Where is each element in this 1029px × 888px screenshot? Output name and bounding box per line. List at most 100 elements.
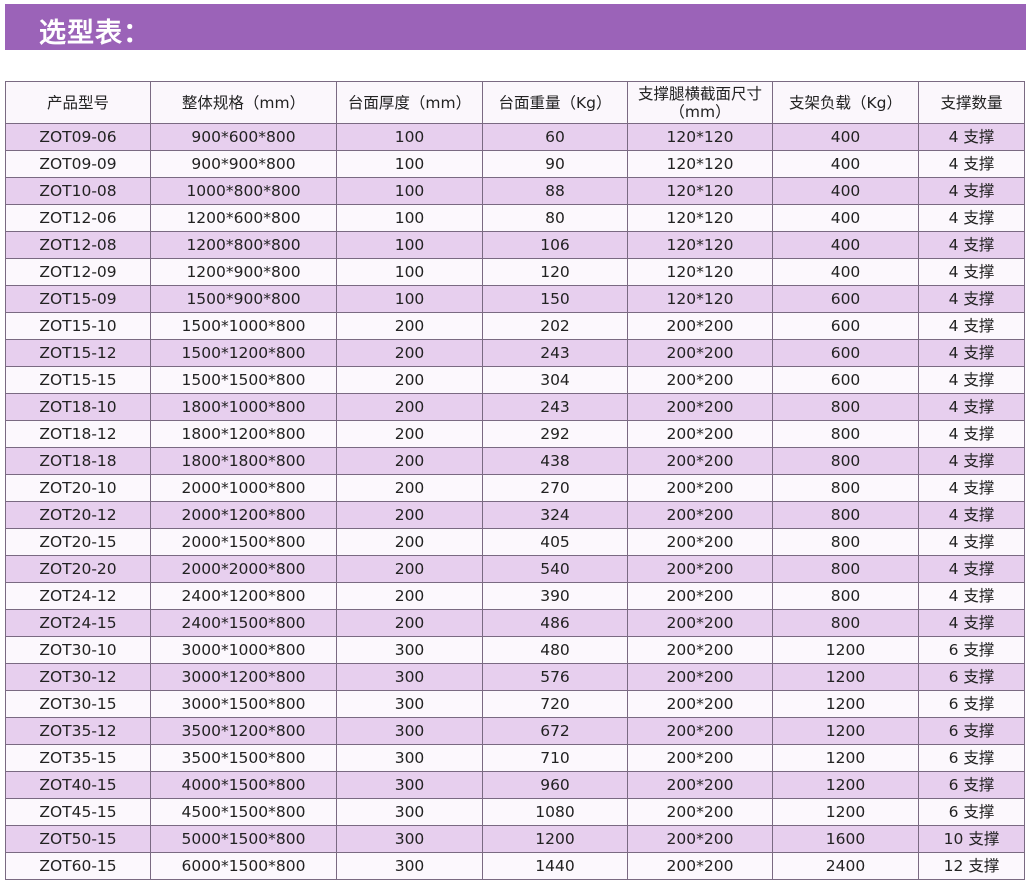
cell-leg-section: 200*200 bbox=[627, 690, 773, 718]
header-leg-section: 支撑腿横截面尺寸（mm） bbox=[627, 81, 773, 124]
cell-overall-size: 1500*900*800 bbox=[150, 285, 337, 313]
table-row: ZOT18-10 1800*1000*800 200 243 200*200 800 4 支… bbox=[5, 393, 1025, 421]
cell-top-weight: 480 bbox=[482, 636, 628, 664]
table-row: ZOT45-15 4500*1500*800 300 1080 200*200 1200 6… bbox=[5, 798, 1025, 826]
cell-leg-section: 200*200 bbox=[627, 393, 773, 421]
cell-frame-load: 1600 bbox=[772, 825, 919, 853]
cell-top-thickness: 300 bbox=[336, 771, 483, 799]
cell-top-thickness: 300 bbox=[336, 825, 483, 853]
cell-frame-load: 600 bbox=[772, 285, 919, 313]
table-row: ZOT09-06 900*600*800 100 60 120*120 400 4 支撑 bbox=[5, 123, 1025, 151]
cell-top-weight: 672 bbox=[482, 717, 628, 745]
cell-top-thickness: 300 bbox=[336, 690, 483, 718]
cell-support-count: 4 支撑 bbox=[918, 150, 1025, 178]
cell-top-thickness: 100 bbox=[336, 150, 483, 178]
cell-support-count: 4 支撑 bbox=[918, 123, 1025, 151]
cell-top-thickness: 100 bbox=[336, 258, 483, 286]
cell-frame-load: 800 bbox=[772, 501, 919, 529]
cell-frame-load: 800 bbox=[772, 420, 919, 448]
cell-top-thickness: 100 bbox=[336, 204, 483, 232]
table-row: ZOT10-08 1000*800*800 100 88 120*120 400 4 支撑 bbox=[5, 177, 1025, 205]
table-row: ZOT30-15 3000*1500*800 300 720 200*200 1200 6 … bbox=[5, 690, 1025, 718]
cell-frame-load: 800 bbox=[772, 528, 919, 556]
cell-top-weight: 540 bbox=[482, 555, 628, 583]
cell-leg-section: 200*200 bbox=[627, 474, 773, 502]
cell-top-thickness: 100 bbox=[336, 177, 483, 205]
table-row: ZOT20-20 2000*2000*800 200 540 200*200 800 4 支… bbox=[5, 555, 1025, 583]
cell-leg-section: 120*120 bbox=[627, 150, 773, 178]
cell-frame-load: 800 bbox=[772, 609, 919, 637]
cell-support-count: 4 支撑 bbox=[918, 285, 1025, 313]
cell-model: ZOT18-12 bbox=[5, 420, 151, 448]
cell-top-thickness: 200 bbox=[336, 609, 483, 637]
cell-model: ZOT09-09 bbox=[5, 150, 151, 178]
cell-model: ZOT35-12 bbox=[5, 717, 151, 745]
cell-top-weight: 60 bbox=[482, 123, 628, 151]
cell-support-count: 12 支撑 bbox=[918, 852, 1025, 880]
cell-top-thickness: 300 bbox=[336, 636, 483, 664]
cell-leg-section: 200*200 bbox=[627, 798, 773, 826]
cell-overall-size: 1800*1200*800 bbox=[150, 420, 337, 448]
cell-support-count: 4 支撑 bbox=[918, 204, 1025, 232]
cell-frame-load: 400 bbox=[772, 231, 919, 259]
cell-frame-load: 600 bbox=[772, 339, 919, 367]
cell-model: ZOT10-08 bbox=[5, 177, 151, 205]
cell-top-thickness: 300 bbox=[336, 852, 483, 880]
cell-top-weight: 90 bbox=[482, 150, 628, 178]
cell-overall-size: 3500*1200*800 bbox=[150, 717, 337, 745]
cell-leg-section: 200*200 bbox=[627, 555, 773, 583]
header-top-thickness: 台面厚度（mm） bbox=[336, 81, 483, 124]
cell-top-thickness: 100 bbox=[336, 285, 483, 313]
cell-overall-size: 1200*600*800 bbox=[150, 204, 337, 232]
cell-overall-size: 1200*900*800 bbox=[150, 258, 337, 286]
cell-model: ZOT60-15 bbox=[5, 852, 151, 880]
cell-leg-section: 200*200 bbox=[627, 528, 773, 556]
cell-model: ZOT20-10 bbox=[5, 474, 151, 502]
cell-model: ZOT18-10 bbox=[5, 393, 151, 421]
cell-top-thickness: 100 bbox=[336, 231, 483, 259]
cell-top-weight: 270 bbox=[482, 474, 628, 502]
table-row: ZOT15-15 1500*1500*800 200 304 200*200 600 4 支… bbox=[5, 366, 1025, 394]
header-model: 产品型号 bbox=[5, 81, 151, 124]
table-row: ZOT20-12 2000*1200*800 200 324 200*200 800 4 支… bbox=[5, 501, 1025, 529]
cell-model: ZOT20-12 bbox=[5, 501, 151, 529]
cell-leg-section: 200*200 bbox=[627, 636, 773, 664]
header-overall-size: 整体规格（mm） bbox=[150, 81, 337, 124]
table-row: ZOT50-15 5000*1500*800 300 1200 200*200 1600 1… bbox=[5, 825, 1025, 853]
cell-top-weight: 438 bbox=[482, 447, 628, 475]
cell-support-count: 6 支撑 bbox=[918, 744, 1025, 772]
cell-leg-section: 200*200 bbox=[627, 663, 773, 691]
cell-top-thickness: 200 bbox=[336, 474, 483, 502]
cell-top-weight: 292 bbox=[482, 420, 628, 448]
cell-overall-size: 3500*1500*800 bbox=[150, 744, 337, 772]
cell-top-weight: 576 bbox=[482, 663, 628, 691]
cell-leg-section: 200*200 bbox=[627, 447, 773, 475]
cell-frame-load: 1200 bbox=[772, 744, 919, 772]
cell-frame-load: 800 bbox=[772, 474, 919, 502]
cell-top-weight: 202 bbox=[482, 312, 628, 340]
cell-leg-section: 120*120 bbox=[627, 204, 773, 232]
cell-frame-load: 2400 bbox=[772, 852, 919, 880]
cell-overall-size: 1200*800*800 bbox=[150, 231, 337, 259]
cell-leg-section: 120*120 bbox=[627, 258, 773, 286]
cell-frame-load: 800 bbox=[772, 582, 919, 610]
table-row: ZOT12-09 1200*900*800 100 120 120*120 400 4 支撑 bbox=[5, 258, 1025, 286]
cell-frame-load: 800 bbox=[772, 393, 919, 421]
cell-overall-size: 3000*1500*800 bbox=[150, 690, 337, 718]
cell-model: ZOT30-12 bbox=[5, 663, 151, 691]
cell-support-count: 6 支撑 bbox=[918, 690, 1025, 718]
cell-leg-section: 120*120 bbox=[627, 285, 773, 313]
cell-frame-load: 1200 bbox=[772, 690, 919, 718]
cell-frame-load: 800 bbox=[772, 447, 919, 475]
table-row: ZOT30-10 3000*1000*800 300 480 200*200 1200 6 … bbox=[5, 636, 1025, 664]
cell-overall-size: 6000*1500*800 bbox=[150, 852, 337, 880]
cell-frame-load: 1200 bbox=[772, 798, 919, 826]
cell-top-weight: 243 bbox=[482, 393, 628, 421]
cell-overall-size: 2400*1200*800 bbox=[150, 582, 337, 610]
cell-top-weight: 390 bbox=[482, 582, 628, 610]
table-row: ZOT18-12 1800*1200*800 200 292 200*200 800 4 支… bbox=[5, 420, 1025, 448]
cell-model: ZOT12-06 bbox=[5, 204, 151, 232]
cell-frame-load: 600 bbox=[772, 312, 919, 340]
cell-overall-size: 3000*1200*800 bbox=[150, 663, 337, 691]
cell-frame-load: 400 bbox=[772, 258, 919, 286]
